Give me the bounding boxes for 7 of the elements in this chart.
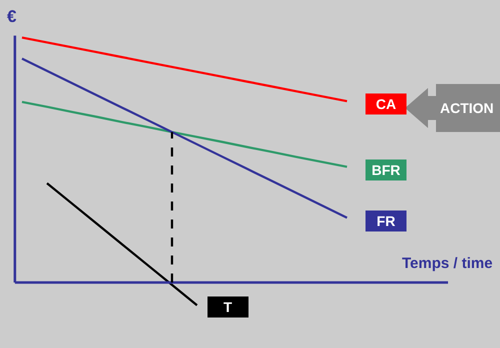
- series-label: BFR: [372, 162, 400, 178]
- y-axis-title: €: [7, 7, 17, 26]
- text: CA: [376, 96, 396, 112]
- text: FR: [376, 213, 396, 229]
- x-axis-title: Temps / time: [402, 255, 493, 272]
- text: ACTION: [440, 100, 494, 116]
- series-label: T: [224, 299, 232, 315]
